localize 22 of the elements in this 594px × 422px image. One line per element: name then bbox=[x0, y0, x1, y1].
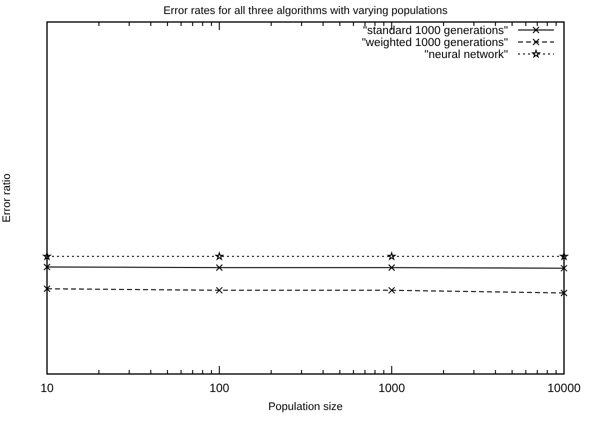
point bbox=[215, 252, 224, 260]
y-axis-title: Error ratio bbox=[1, 174, 13, 222]
point bbox=[388, 286, 396, 294]
point bbox=[216, 286, 223, 294]
point bbox=[560, 289, 568, 296]
point bbox=[43, 252, 51, 260]
legend-label: "standard 1000 generations" bbox=[363, 25, 508, 37]
chart-title: Error rates for all three algorithms with varying populations bbox=[163, 5, 448, 17]
point bbox=[216, 264, 223, 272]
legend-label: "weighted 1000 generations" bbox=[362, 37, 508, 49]
legend-label: "neural network" bbox=[424, 49, 508, 61]
point bbox=[44, 264, 50, 271]
x-tick-label: 10 bbox=[40, 381, 54, 395]
point bbox=[388, 252, 396, 260]
point bbox=[560, 252, 568, 260]
x-tick-label: 1000 bbox=[378, 381, 406, 395]
point bbox=[388, 264, 396, 272]
point bbox=[44, 285, 50, 292]
x-axis-title: Population size bbox=[268, 401, 343, 413]
x-tick-label: 100 bbox=[209, 381, 230, 395]
x-tick-label: 10000 bbox=[547, 381, 582, 395]
point bbox=[560, 264, 568, 272]
